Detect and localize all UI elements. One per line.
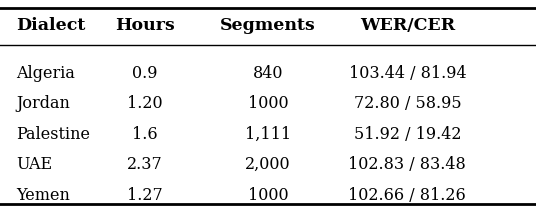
Text: 2,000: 2,000 — [245, 156, 291, 173]
Text: 103.44 / 81.94: 103.44 / 81.94 — [348, 65, 466, 82]
Text: 1.27: 1.27 — [127, 187, 162, 204]
Text: UAE: UAE — [16, 156, 52, 173]
Text: WER/CER: WER/CER — [360, 17, 455, 34]
Text: 1.20: 1.20 — [127, 95, 162, 112]
Text: 102.66 / 81.26: 102.66 / 81.26 — [348, 187, 466, 204]
Text: 0.9: 0.9 — [132, 65, 158, 82]
Text: 1000: 1000 — [248, 95, 288, 112]
Text: 72.80 / 58.95: 72.80 / 58.95 — [354, 95, 461, 112]
Text: Palestine: Palestine — [16, 126, 90, 143]
Text: 1.6: 1.6 — [132, 126, 158, 143]
Text: Jordan: Jordan — [16, 95, 70, 112]
Text: Segments: Segments — [220, 17, 316, 34]
Text: Algeria: Algeria — [16, 65, 75, 82]
Text: Dialect: Dialect — [16, 17, 85, 34]
Text: 1000: 1000 — [248, 187, 288, 204]
Text: Hours: Hours — [115, 17, 175, 34]
Text: 1,111: 1,111 — [245, 126, 291, 143]
Text: 2.37: 2.37 — [127, 156, 162, 173]
Text: 102.83 / 83.48: 102.83 / 83.48 — [348, 156, 466, 173]
Text: 51.92 / 19.42: 51.92 / 19.42 — [354, 126, 461, 143]
Text: Yemen: Yemen — [16, 187, 70, 204]
Text: 840: 840 — [253, 65, 283, 82]
